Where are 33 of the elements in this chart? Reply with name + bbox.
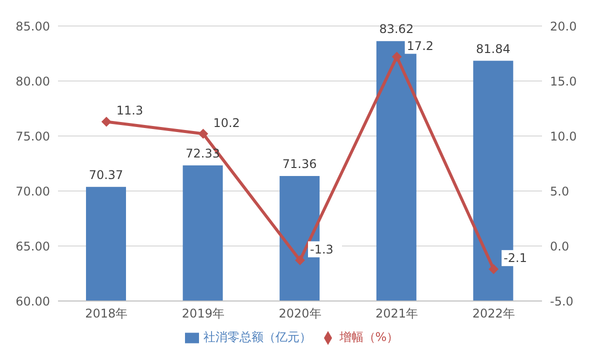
y2-tick-label: 20.0 [550, 19, 577, 34]
legend-label: 社消零总额（亿元） [203, 330, 312, 344]
point [198, 128, 208, 139]
y2-tick-label: 5.0 [550, 184, 570, 198]
data-label: -2.1 [504, 251, 528, 266]
y-tick-label: 60.00 [16, 294, 50, 308]
y2-tick-label: 0.0 [550, 239, 570, 254]
y-tick-label: 75.00 [16, 129, 50, 144]
x-tick-label: 2019年 [182, 306, 224, 321]
data-label: 71.36 [282, 157, 317, 172]
y2-tick-label: -5.0 [550, 294, 574, 308]
data-label: 11.3 [116, 104, 144, 118]
point [488, 264, 499, 274]
data-label: 70.37 [88, 168, 124, 182]
point [392, 52, 402, 62]
x-tick-label: 2022年 [472, 306, 515, 321]
legend-label: 增幅（%） [339, 330, 399, 344]
y-tick-label: 70.00 [16, 184, 50, 198]
y-tick-label: 65.00 [16, 239, 50, 254]
data-label: 81.84 [476, 42, 510, 56]
y2-tick-label: 15.0 [550, 74, 577, 88]
point [101, 116, 112, 127]
x-tick-label: 2021年 [376, 306, 418, 321]
y2-tick-label: 10.0 [550, 129, 577, 144]
data-label: 10.2 [213, 116, 240, 130]
data-label: 83.62 [379, 22, 414, 36]
data-label: -1.3 [310, 242, 334, 256]
x-tick-label: 2018年 [85, 306, 128, 321]
point [295, 255, 305, 266]
y-tick-label: 80.00 [16, 74, 50, 88]
data-label: 17.2 [406, 38, 434, 53]
y-tick-label: 85.00 [16, 19, 50, 34]
x-tick-label: 2020年 [278, 306, 322, 321]
